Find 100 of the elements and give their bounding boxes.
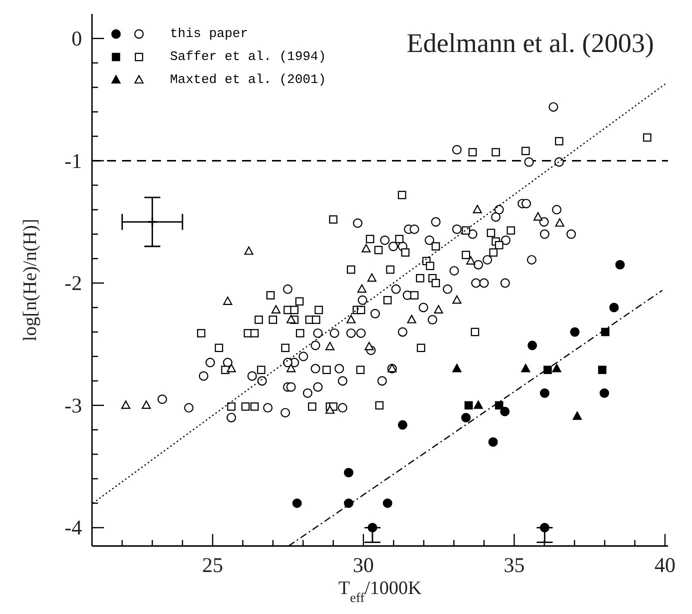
point xyxy=(470,328,480,336)
point xyxy=(314,306,323,314)
point xyxy=(643,133,652,142)
point xyxy=(488,437,498,447)
point xyxy=(494,240,504,250)
point xyxy=(533,212,543,221)
point xyxy=(290,306,299,314)
point xyxy=(401,248,410,257)
y-tick-label: -3 xyxy=(64,393,82,418)
point xyxy=(295,297,304,306)
point xyxy=(356,306,366,314)
point xyxy=(308,402,316,411)
point xyxy=(346,314,356,324)
point xyxy=(329,215,338,224)
point xyxy=(615,260,625,270)
point xyxy=(416,274,424,282)
point xyxy=(554,137,564,146)
legend-label: this paper xyxy=(170,25,248,43)
point xyxy=(601,328,610,336)
point xyxy=(544,366,552,374)
point xyxy=(214,344,224,352)
y-tick-label: 0 xyxy=(72,26,82,50)
x-tick-label: 25 xyxy=(202,553,224,577)
point xyxy=(286,364,296,372)
point xyxy=(250,402,259,411)
x-tick-label: 30 xyxy=(352,553,374,577)
point xyxy=(374,246,383,254)
point xyxy=(452,295,462,304)
point xyxy=(540,522,550,532)
point xyxy=(268,316,278,324)
point xyxy=(432,278,440,288)
point xyxy=(570,327,580,337)
point xyxy=(398,420,408,430)
point xyxy=(382,498,392,508)
legend-label: Maxted et al. (2001) xyxy=(170,71,326,89)
point xyxy=(434,305,444,314)
point xyxy=(325,405,334,414)
point xyxy=(552,364,562,372)
x-axis-title: T$_{eff}$/1000K xyxy=(338,578,422,604)
point xyxy=(227,402,236,411)
point xyxy=(244,246,254,255)
point xyxy=(223,296,232,305)
point xyxy=(296,329,304,338)
point xyxy=(254,316,263,324)
point xyxy=(292,498,302,508)
point xyxy=(572,412,582,420)
point xyxy=(226,364,236,372)
point xyxy=(241,402,250,411)
point xyxy=(312,316,320,324)
point xyxy=(486,228,496,238)
point xyxy=(266,291,275,300)
point xyxy=(364,342,374,350)
y-tick-label: -2 xyxy=(64,271,82,296)
point xyxy=(383,296,392,304)
point xyxy=(197,329,206,338)
point xyxy=(464,401,473,410)
point xyxy=(472,204,482,214)
point xyxy=(398,190,406,200)
point xyxy=(375,401,384,410)
point xyxy=(271,305,281,314)
y-tick-label: -1 xyxy=(64,148,82,173)
point xyxy=(257,366,266,374)
point xyxy=(528,340,538,350)
point xyxy=(555,218,564,227)
point xyxy=(368,522,378,532)
point xyxy=(432,242,440,251)
point xyxy=(521,364,530,372)
point xyxy=(356,366,365,374)
point xyxy=(468,148,477,156)
point xyxy=(462,250,470,260)
point xyxy=(600,388,610,398)
point xyxy=(344,468,354,478)
point xyxy=(609,302,619,312)
point xyxy=(286,314,296,324)
point xyxy=(366,234,374,244)
point xyxy=(346,265,356,274)
point xyxy=(500,406,510,416)
point xyxy=(386,265,394,274)
point xyxy=(362,244,371,252)
point xyxy=(147,216,158,228)
point xyxy=(522,146,530,156)
point xyxy=(452,364,462,372)
point xyxy=(598,366,606,374)
point xyxy=(357,284,366,293)
point xyxy=(426,262,434,270)
point xyxy=(281,344,290,352)
point xyxy=(466,256,476,265)
point xyxy=(506,226,516,235)
point xyxy=(461,412,471,422)
point xyxy=(250,329,259,338)
point xyxy=(474,400,483,409)
point xyxy=(121,400,130,409)
x-tick-label: 40 xyxy=(654,553,676,577)
point xyxy=(494,401,504,410)
point xyxy=(367,273,376,282)
y-tick-label: -4 xyxy=(64,516,82,540)
x-tick-label: 35 xyxy=(504,553,525,577)
y-axis-title: log[n(He)/n(H)] xyxy=(20,218,41,342)
point xyxy=(344,498,354,508)
point xyxy=(489,248,498,257)
